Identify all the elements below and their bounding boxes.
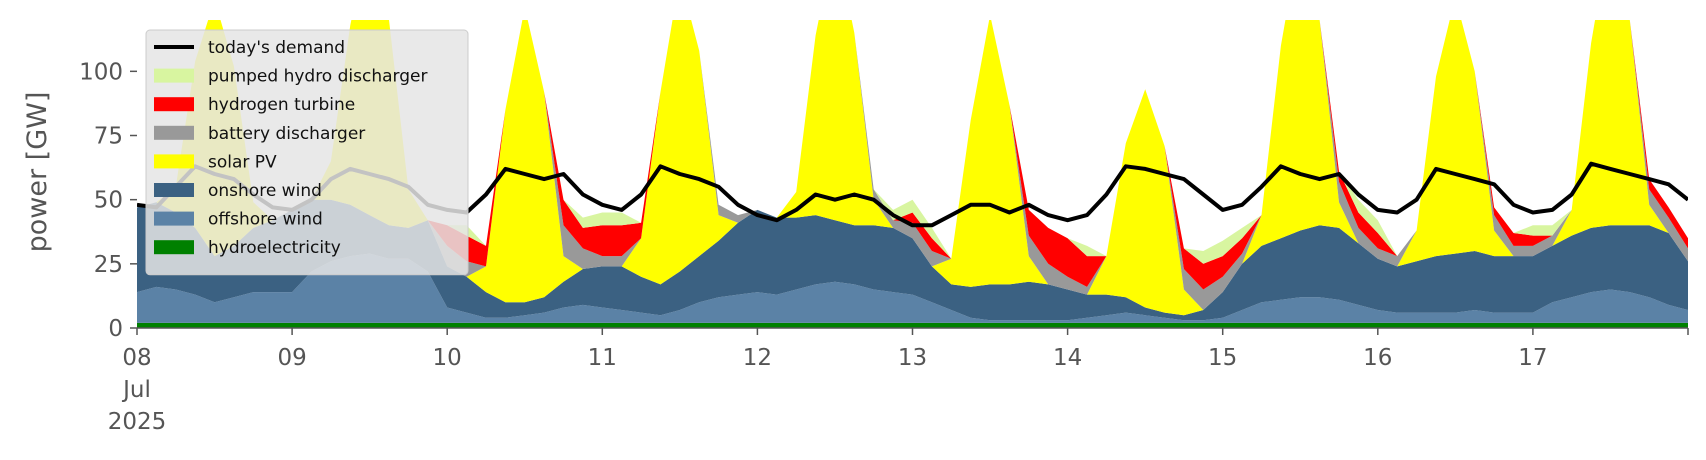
y-tick-label: 75 [94,124,123,150]
legend-box [145,29,469,276]
x-tick-label: 16 [1363,345,1392,371]
legend-swatch-hydroelectricity [154,240,194,255]
x-tick-label: 10 [433,345,462,371]
y-axis-label: power [GW] [22,92,53,253]
y-tick-label: 50 [94,188,123,214]
legend-swatch-pumped-hydro-discharger [154,68,194,83]
x-tick-label: 08 [122,345,151,371]
legend-label-solar-pv: solar PV [208,152,277,172]
legend-swatch-hydrogen-turbine [154,97,194,112]
legend-swatch-battery-discharger [154,125,194,140]
x-tick-label: 15 [1208,345,1237,371]
legend-label-hydroelectricity: hydroelectricity [208,238,341,258]
y-tick-label: 100 [79,59,123,85]
legend-label-today-s-demand: today's demand [208,38,345,58]
x-tick-label: 09 [277,345,306,371]
area-offshore-wind [137,253,1688,323]
legend-label-offshore-wind: offshore wind [208,210,323,230]
x-tick-label: 13 [898,345,927,371]
legend-label-battery-discharger: battery discharger [208,124,365,144]
plot-area [137,20,1688,328]
area-solar-pv [137,20,1688,316]
x-tick-label: 11 [588,345,617,371]
legend-label-onshore-wind: onshore wind [208,181,322,201]
x-tick-label: 12 [743,345,772,371]
x-axis: 08 Jul 2025 09 10 11 12 13 14 15 16 17 [108,327,1689,435]
legend-label-hydrogen-turbine: hydrogen turbine [208,95,355,115]
legend-swatch-solar-pv [154,154,194,169]
x-tick-sublabel: 2025 [108,409,167,435]
x-tick-label: 14 [1053,345,1082,371]
legend-label-pumped-hydro-discharger: pumped hydro discharger [208,67,427,87]
legend-swatch-onshore-wind [154,183,194,197]
legend-swatch-offshore-wind [154,211,194,226]
y-tick-label: 0 [108,316,123,342]
x-tick-label: 17 [1518,345,1547,371]
area-hydroelectricity [137,322,1688,328]
legend: today's demand pumped hydro discharger hyd… [145,29,469,276]
y-tick-label: 25 [94,252,123,278]
x-tick-sublabel: Jul [121,377,151,403]
area-onshore-wind [137,199,1688,321]
y-axis: 0 25 50 75 100 [79,59,137,342]
